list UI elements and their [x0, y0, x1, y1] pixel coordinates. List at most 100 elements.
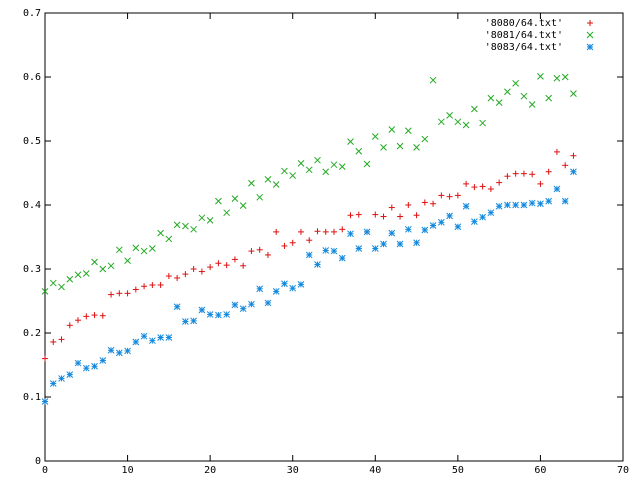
- data-point: [528, 199, 536, 207]
- data-point: [66, 371, 74, 378]
- data-point: [454, 223, 462, 231]
- data-point: [347, 230, 354, 238]
- data-point: [405, 202, 412, 208]
- data-point: [404, 225, 412, 233]
- data-point: [289, 172, 297, 179]
- data-point: [314, 261, 321, 268]
- data-point: [41, 398, 49, 405]
- data-point: [454, 118, 462, 126]
- legend-label: '8080/64.txt': [485, 18, 563, 29]
- y-tick-label: 0.3: [23, 264, 41, 275]
- data-point: [446, 193, 453, 200]
- data-point: [462, 121, 470, 129]
- data-point: [297, 281, 305, 288]
- data-point: [570, 90, 577, 97]
- data-point: [429, 76, 437, 84]
- data-point: [512, 201, 520, 209]
- series-2: [41, 73, 577, 295]
- y-tick-label: 0.2: [23, 328, 41, 339]
- data-point: [305, 166, 313, 174]
- data-point: [512, 170, 519, 177]
- data-point: [190, 317, 197, 325]
- data-point: [91, 312, 98, 319]
- data-point: [297, 228, 304, 235]
- data-point: [50, 338, 57, 345]
- data-point: [108, 291, 115, 298]
- data-point: [66, 322, 73, 329]
- data-point: [479, 213, 486, 221]
- data-point: [148, 337, 156, 345]
- data-point: [504, 88, 511, 96]
- data-point: [396, 142, 404, 150]
- data-point: [413, 239, 420, 247]
- data-point: [314, 228, 321, 235]
- data-point: [446, 212, 453, 220]
- data-point: [520, 201, 528, 209]
- data-point: [99, 357, 107, 364]
- legend-marker: [586, 43, 594, 51]
- data-point: [537, 73, 544, 80]
- legend-marker: [587, 20, 593, 26]
- legend-label: '8083/64.txt': [485, 42, 563, 53]
- data-point: [430, 200, 437, 207]
- data-point: [256, 246, 263, 253]
- data-point: [429, 222, 437, 229]
- data-point: [239, 202, 247, 209]
- x-tick-label: 0: [42, 465, 48, 476]
- data-point: [157, 334, 164, 341]
- data-point: [322, 168, 330, 176]
- data-point: [107, 262, 115, 270]
- data-point: [264, 299, 272, 307]
- data-point: [487, 94, 495, 102]
- data-point: [157, 282, 164, 288]
- data-point: [49, 279, 57, 287]
- data-point: [74, 359, 82, 367]
- x-tick-label: 10: [122, 465, 134, 476]
- data-point: [347, 138, 354, 145]
- data-point: [388, 229, 396, 237]
- y-tick-label: 0: [35, 456, 41, 467]
- data-point: [41, 288, 49, 295]
- data-point: [83, 313, 90, 320]
- data-point: [479, 183, 486, 190]
- data-point: [281, 280, 288, 288]
- plot-frame: [44, 12, 624, 462]
- data-point: [190, 225, 197, 233]
- data-point: [437, 118, 445, 126]
- data-point: [520, 170, 527, 177]
- data-point: [314, 156, 321, 164]
- data-point: [463, 180, 470, 187]
- data-point: [272, 288, 280, 295]
- data-point: [471, 184, 478, 191]
- data-point: [58, 336, 65, 343]
- data-point: [471, 218, 478, 225]
- data-point: [140, 247, 148, 255]
- data-point: [306, 237, 313, 244]
- data-point: [182, 271, 189, 278]
- data-point: [479, 119, 486, 127]
- data-point: [487, 186, 494, 192]
- data-point: [297, 160, 305, 167]
- data-point: [182, 222, 189, 230]
- data-point: [437, 218, 445, 226]
- data-point: [82, 270, 90, 277]
- x-tick-label: 50: [452, 465, 464, 476]
- data-point: [446, 112, 453, 119]
- data-point: [215, 311, 222, 319]
- data-point: [413, 212, 420, 219]
- data-point: [355, 245, 363, 252]
- data-point: [149, 282, 156, 288]
- data-point: [206, 217, 214, 224]
- data-point: [256, 285, 264, 293]
- data-point: [215, 260, 222, 267]
- data-point: [289, 239, 296, 246]
- data-point: [322, 228, 329, 235]
- data-point: [82, 364, 90, 372]
- data-point: [91, 258, 98, 266]
- data-point: [173, 221, 181, 229]
- data-point: [496, 179, 503, 186]
- data-point: [281, 242, 288, 249]
- data-point: [173, 303, 181, 311]
- data-point: [248, 248, 255, 255]
- data-point: [421, 135, 429, 143]
